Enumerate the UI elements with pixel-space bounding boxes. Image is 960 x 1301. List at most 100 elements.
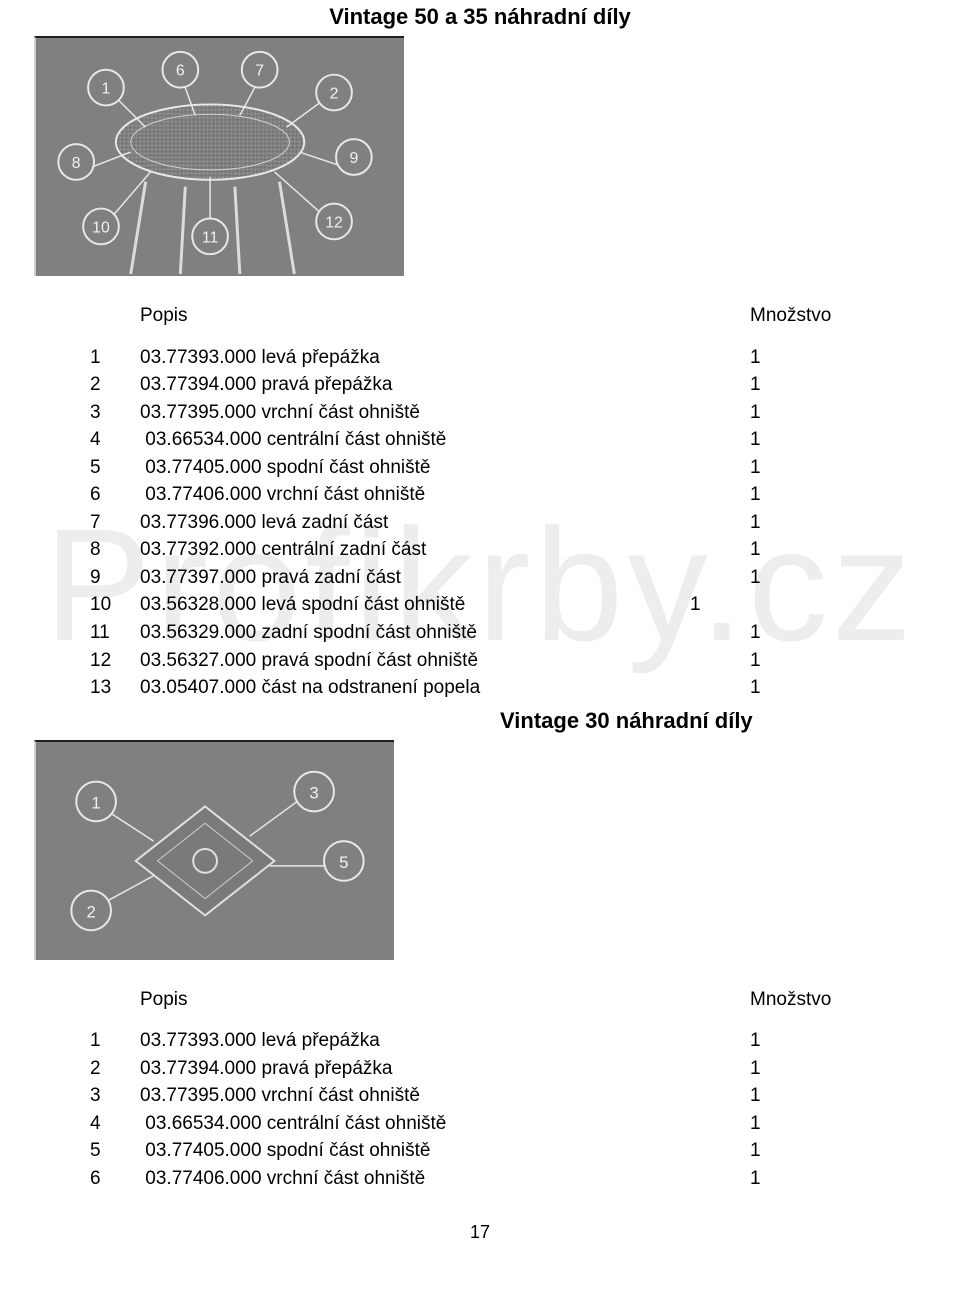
svg-text:12: 12 [325, 214, 343, 231]
col-mnozstvo-2: Množstvo [750, 986, 870, 1014]
table-row: 303.77395.000 vrchní část ohniště1 [90, 399, 870, 427]
col-popis-2: Popis [140, 986, 750, 1014]
row-qty: 1 [750, 1165, 870, 1193]
table-row: 4 03.66534.000 centrální část ohniště1 [90, 1110, 870, 1138]
page-number: 17 [0, 1222, 960, 1243]
table-row: 203.77394.000 pravá přepážka1 [90, 371, 870, 399]
row-index: 3 [90, 1082, 140, 1110]
row-description: 03.77406.000 vrchní část ohniště [140, 481, 750, 509]
row-qty: 1 [750, 647, 870, 675]
col-mnozstvo: Množstvo [750, 302, 870, 330]
row-description: 03.77392.000 centrální zadní část [140, 536, 750, 564]
row-description: 03.56327.000 pravá spodní část ohniště [140, 647, 750, 675]
row-index: 1 [90, 344, 140, 372]
row-index: 1 [90, 1027, 140, 1055]
diagram-svg-2: 1 3 5 2 [36, 742, 394, 960]
diagram-svg-1: 1 6 7 2 9 12 8 10 11 [36, 38, 404, 276]
table-row: 103.77393.000 levá přepážka1 [90, 1027, 870, 1055]
row-description: 03.66534.000 centrální část ohniště [140, 1110, 750, 1138]
row-description: 03.77394.000 pravá přepážka [140, 1055, 750, 1083]
svg-text:10: 10 [92, 219, 110, 236]
exploded-diagram-1: 1 6 7 2 9 12 8 10 11 [34, 36, 404, 276]
table-row: 103.77393.000 levá přepážka1 [90, 344, 870, 372]
row-qty: 1 [750, 1082, 870, 1110]
row-description: 03.56328.000 levá spodní část ohniště [140, 591, 750, 619]
row-index: 6 [90, 481, 140, 509]
row-index: 7 [90, 509, 140, 537]
exploded-diagram-2: 1 3 5 2 [34, 740, 394, 960]
row-description: 03.77396.000 levá zadní část [140, 509, 750, 537]
parts-table-1: Popis Množstvo 103.77393.000 levá přepáž… [90, 302, 870, 702]
table-row: 6 03.77406.000 vrchní část ohniště1 [90, 481, 870, 509]
page-title-2: Vintage 30 náhradní díly [500, 708, 960, 734]
row-qty: 1 [750, 1137, 870, 1165]
table-row: 203.77394.000 pravá přepážka1 [90, 1055, 870, 1083]
row-description: 03.77393.000 levá přepážka [140, 1027, 750, 1055]
row-description: 03.77394.000 pravá přepážka [140, 371, 750, 399]
table-header-2: Popis Množstvo [90, 986, 870, 1014]
row-qty: 1 [750, 1110, 870, 1138]
row-index: 5 [90, 1137, 140, 1165]
svg-text:9: 9 [349, 150, 358, 167]
svg-text:8: 8 [72, 155, 81, 172]
svg-text:2: 2 [86, 902, 95, 921]
row-qty: 1 [750, 454, 870, 482]
col-popis: Popis [140, 302, 750, 330]
table-row: 6 03.77406.000 vrchní část ohniště1 [90, 1165, 870, 1193]
row-qty: 1 [750, 426, 870, 454]
row-description: 03.77405.000 spodní část ohniště [140, 454, 750, 482]
table-row: 1103.56329.000 zadní spodní část ohniště… [90, 619, 870, 647]
svg-text:6: 6 [176, 63, 185, 80]
svg-text:11: 11 [202, 229, 219, 246]
table-row: 4 03.66534.000 centrální část ohniště1 [90, 426, 870, 454]
row-description: 03.05407.000 část na odstranení popela [140, 674, 750, 702]
table-row: 5 03.77405.000 spodní část ohniště1 [90, 454, 870, 482]
row-description: 03.77395.000 vrchní část ohniště [140, 399, 750, 427]
svg-text:1: 1 [91, 793, 100, 812]
row-qty: 1 [750, 344, 870, 372]
svg-text:2: 2 [330, 85, 339, 102]
row-qty: 1 [750, 509, 870, 537]
row-description: 03.77395.000 vrchní část ohniště [140, 1082, 750, 1110]
row-qty: 1 [750, 619, 870, 647]
row-qty: 1 [750, 564, 870, 592]
table-row: 303.77395.000 vrchní část ohniště1 [90, 1082, 870, 1110]
row-qty: 1 [750, 399, 870, 427]
row-index: 9 [90, 564, 140, 592]
row-index: 6 [90, 1165, 140, 1193]
row-index: 10 [90, 591, 140, 619]
table-row: 1003.56328.000 levá spodní část ohniště1 [90, 591, 870, 619]
row-index: 4 [90, 426, 140, 454]
svg-text:5: 5 [339, 853, 348, 872]
parts-table-2: Popis Množstvo 103.77393.000 levá přepáž… [90, 986, 870, 1193]
row-description: 03.77397.000 pravá zadní část [140, 564, 750, 592]
row-index: 8 [90, 536, 140, 564]
row-description: 03.77406.000 vrchní část ohniště [140, 1165, 750, 1193]
svg-text:3: 3 [309, 783, 318, 802]
svg-text:1: 1 [102, 81, 111, 98]
page-title-1: Vintage 50 a 35 náhradní díly [0, 4, 960, 30]
row-index: 2 [90, 1055, 140, 1083]
row-index: 2 [90, 371, 140, 399]
table-row: 903.77397.000 pravá zadní část1 [90, 564, 870, 592]
row-qty: 1 [750, 1055, 870, 1083]
row-qty: 1 [750, 674, 870, 702]
table-row: 1303.05407.000 část na odstranení popela… [90, 674, 870, 702]
table-header: Popis Množstvo [90, 302, 870, 330]
row-description: 03.56329.000 zadní spodní část ohniště [140, 619, 750, 647]
row-qty: 1 [750, 591, 870, 619]
row-index: 12 [90, 647, 140, 675]
row-description: 03.66534.000 centrální část ohniště [140, 426, 750, 454]
document-page: Profikrby.cz Vintage 50 a 35 náhradní dí… [0, 0, 960, 1301]
row-qty: 1 [750, 1027, 870, 1055]
row-index: 3 [90, 399, 140, 427]
row-index: 11 [90, 619, 140, 647]
svg-text:7: 7 [255, 63, 264, 80]
row-qty: 1 [750, 481, 870, 509]
row-index: 4 [90, 1110, 140, 1138]
row-qty: 1 [750, 371, 870, 399]
row-index: 13 [90, 674, 140, 702]
row-description: 03.77405.000 spodní část ohniště [140, 1137, 750, 1165]
row-description: 03.77393.000 levá přepážka [140, 344, 750, 372]
row-qty: 1 [750, 536, 870, 564]
